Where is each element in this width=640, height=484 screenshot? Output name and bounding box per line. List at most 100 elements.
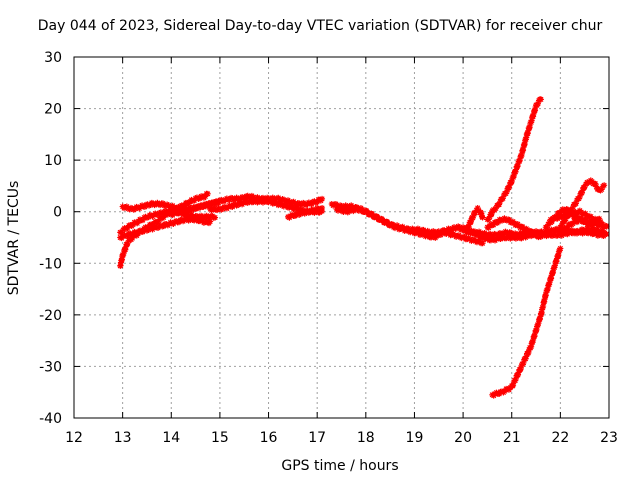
data-point-marker (467, 218, 474, 225)
data-point-marker (118, 256, 125, 263)
x-tick-label: 14 (162, 430, 180, 446)
data-point-marker (596, 215, 603, 222)
data-point-marker (508, 178, 515, 185)
y-axis-label: SDTVAR / TECUs (6, 180, 22, 296)
data-point-marker (588, 178, 595, 185)
data-point-marker (512, 377, 519, 384)
data-point-marker (557, 245, 564, 252)
data-point-marker (576, 193, 583, 200)
series-track-7 (285, 204, 326, 221)
series-track-18 (489, 245, 564, 399)
data-point-marker (566, 210, 573, 217)
data-point-marker (578, 209, 585, 216)
y-tick-label: -40 (39, 411, 62, 427)
x-axis-label: GPS time / hours (281, 458, 399, 474)
data-point-marker (593, 183, 600, 190)
data-point-marker (496, 201, 503, 208)
data-point-marker (603, 231, 610, 238)
plot-frame (73, 56, 610, 419)
data-point-marker (587, 213, 594, 220)
data-point-marker (546, 279, 553, 286)
data-point-marker (518, 150, 525, 157)
data-point-marker (469, 214, 476, 221)
x-tick-label: 19 (406, 430, 424, 446)
series-track-6 (207, 197, 326, 216)
data-point-marker (202, 193, 209, 200)
data-point-marker (517, 366, 524, 373)
data-point-marker (603, 223, 610, 230)
data-point-marker (523, 134, 530, 141)
series-track-16 (557, 177, 608, 231)
data-point-marker (490, 221, 497, 228)
data-point-marker (373, 213, 380, 220)
data-point-marker (510, 172, 517, 179)
data-point-marker (488, 210, 495, 217)
data-point-marker (389, 221, 396, 228)
data-point-marker (499, 195, 506, 202)
x-tick-label: 21 (503, 430, 521, 446)
y-tick-label: 30 (44, 50, 62, 66)
data-point-marker (515, 369, 522, 376)
data-point-marker (570, 203, 577, 210)
data-point-marker (497, 198, 504, 205)
data-point-marker (572, 200, 579, 207)
data-point-marker (533, 326, 540, 333)
data-point-marker (564, 224, 571, 231)
data-point-marker (538, 309, 545, 316)
data-point-marker (540, 303, 547, 310)
data-point-marker (514, 371, 521, 378)
data-point-marker (472, 209, 479, 216)
series-track-15 (557, 215, 610, 236)
data-point-marker (485, 224, 492, 231)
series-track-11 (464, 204, 486, 231)
data-point-marker (524, 226, 531, 233)
data-point-marker (470, 213, 477, 220)
data-point-marker (592, 180, 599, 187)
series-layer (117, 96, 610, 399)
data-point-marker (492, 205, 499, 212)
data-point-marker (542, 292, 549, 299)
chart-title: Day 044 of 2023, Sidereal Day-to-day VTE… (37, 18, 603, 34)
x-tick-label: 22 (551, 430, 569, 446)
y-tick-label: -20 (39, 308, 62, 324)
data-point-marker (555, 252, 562, 259)
data-point-marker (562, 217, 569, 224)
data-point-marker (543, 224, 550, 231)
data-point-marker (124, 240, 131, 247)
data-point-marker (523, 353, 530, 360)
data-point-marker (548, 275, 555, 282)
data-point-marker (533, 230, 540, 237)
series-track-17 (484, 96, 544, 223)
data-point-marker (521, 140, 528, 147)
data-point-marker (581, 184, 588, 191)
data-point-marker (506, 216, 513, 223)
data-point-marker (505, 184, 512, 191)
data-point-marker (130, 221, 137, 228)
data-point-marker (578, 190, 585, 197)
data-point-marker (503, 188, 510, 195)
data-point-marker (212, 214, 219, 221)
y-tick-label: 20 (44, 102, 62, 118)
data-point-marker (530, 337, 537, 344)
data-point-marker (544, 285, 551, 292)
data-point-marker (379, 217, 386, 224)
data-point-marker (501, 388, 508, 395)
data-point-marker (485, 216, 492, 223)
data-point-marker (160, 214, 167, 221)
data-point-marker (569, 206, 576, 213)
data-point-marker (155, 219, 162, 226)
x-tick-label: 12 (65, 430, 83, 446)
data-point-marker (129, 235, 136, 242)
data-point-marker (534, 100, 541, 107)
data-point-marker (364, 209, 371, 216)
x-tick-label: 15 (211, 430, 229, 446)
data-point-marker (575, 195, 582, 202)
data-point-marker (139, 217, 146, 224)
data-point-marker (558, 223, 565, 230)
series-track-2 (117, 215, 214, 242)
y-tick-label: -10 (39, 256, 62, 272)
data-point-marker (537, 96, 544, 103)
y-tick-label: 10 (44, 153, 62, 169)
